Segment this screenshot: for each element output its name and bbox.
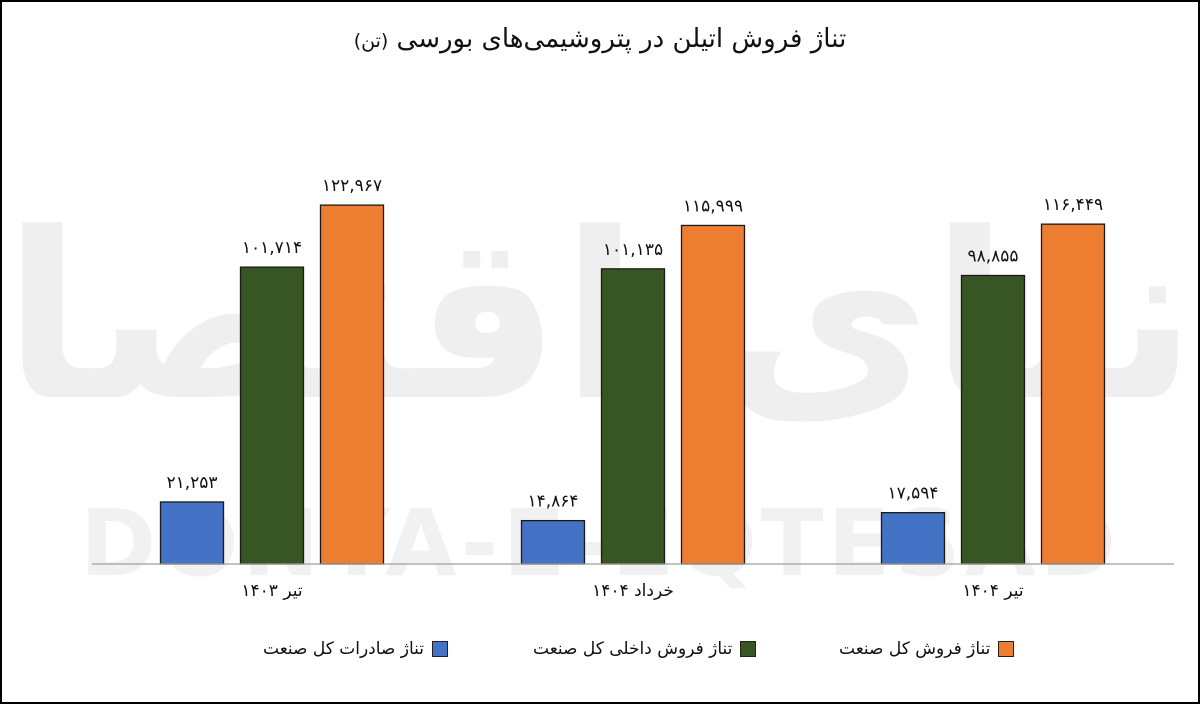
bars-layer (159, 204, 1106, 565)
bar-domestic-2 (600, 268, 666, 565)
data-label-total-3: ۱۱۶,۴۴۹ (1043, 195, 1103, 215)
bar-export-3 (880, 512, 946, 565)
legend-swatch-total (998, 641, 1015, 657)
data-label-domestic-3: ۹۸,۸۵۵ (967, 246, 1018, 266)
chart-title: تناژ فروش اتیلن در پتروشیمی‌های بورسی (ت… (2, 24, 1198, 54)
legend-item-domestic: تناژ فروش داخلی کل صنعت (533, 634, 757, 664)
value-labels-layer: ۲۱,۲۵۳ ۱۰۱,۷۱۴ ۱۲۲,۹۶۷ ۱۴,۸۶۴ ۱۰۱,۱۳۵ ۱۱۵,۹۹۹… (166, 176, 1103, 512)
bar-total-1 (319, 204, 385, 565)
legend: تناژ صادرات کل صنعت تناژ فروش داخلی کل ص… (2, 634, 1198, 664)
bar-export-2 (520, 519, 586, 565)
bar-export-1 (159, 501, 225, 565)
legend-label-domestic: تناژ فروش داخلی کل صنعت (533, 639, 733, 659)
data-label-export-1: ۲۱,۲۵۳ (166, 473, 217, 493)
x-tick-label-1: تیر ۱۴۰۳ (241, 581, 302, 601)
data-label-total-2: ۱۱۵,۹۹۹ (683, 196, 743, 216)
bar-domestic-3 (960, 274, 1026, 565)
legend-item-export: تناژ صادرات کل صنعت (263, 634, 449, 664)
legend-label-export: تناژ صادرات کل صنعت (263, 639, 425, 659)
data-label-total-1: ۱۲۲,۹۶۷ (322, 176, 382, 196)
bar-total-3 (1040, 223, 1106, 565)
bar-total-2 (680, 224, 746, 565)
data-label-domestic-2: ۱۰۱,۱۳۵ (603, 240, 663, 260)
legend-swatch-domestic (740, 641, 757, 657)
chart-title-text: تناژ فروش اتیلن در پتروشیمی‌های بورسی (396, 24, 847, 54)
x-tick-labels-layer: تیر ۱۴۰۳ خرداد ۱۴۰۴ تیر ۱۴۰۴ (241, 581, 1023, 601)
legend-label-total: تناژ فروش کل صنعت (839, 639, 991, 659)
legend-swatch-export (432, 641, 449, 657)
data-label-domestic-1: ۱۰۱,۷۱۴ (242, 238, 302, 258)
chart-title-unit: (تن) (353, 30, 389, 52)
legend-item-total: تناژ فروش کل صنعت (839, 634, 1015, 664)
bar-domestic-1 (239, 266, 305, 565)
data-label-export-2: ۱۴,۸۶۴ (527, 492, 578, 512)
x-tick-label-2: خرداد ۱۴۰۴ (592, 581, 674, 601)
data-label-export-3: ۱۷,۵۹۴ (887, 484, 938, 504)
x-tick-label-3: تیر ۱۴۰۴ (962, 581, 1023, 601)
